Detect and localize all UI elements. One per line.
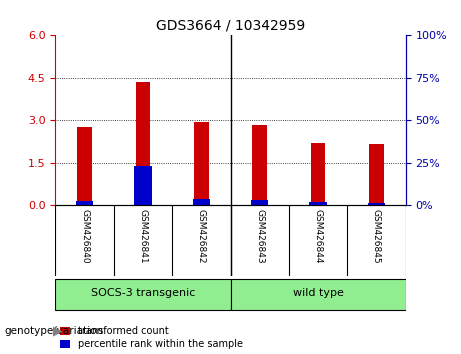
Text: genotype/variation: genotype/variation (5, 326, 104, 336)
Bar (368, 203, 385, 205)
Bar (251, 200, 268, 205)
Bar (194, 122, 208, 205)
Bar (253, 125, 267, 205)
Text: GSM426843: GSM426843 (255, 209, 264, 263)
Bar (76, 201, 93, 205)
Bar (309, 202, 327, 205)
Text: GSM426841: GSM426841 (138, 209, 148, 263)
Text: GSM426844: GSM426844 (313, 209, 323, 263)
Bar (136, 82, 150, 205)
Text: GSM426840: GSM426840 (80, 209, 89, 263)
Bar (77, 127, 92, 205)
Bar (193, 199, 210, 205)
Title: GDS3664 / 10342959: GDS3664 / 10342959 (156, 19, 305, 33)
Bar (369, 144, 384, 205)
Bar (134, 166, 152, 205)
Bar (311, 143, 325, 205)
Text: GSM426842: GSM426842 (197, 209, 206, 263)
Text: GSM426845: GSM426845 (372, 209, 381, 263)
FancyBboxPatch shape (55, 279, 230, 310)
Text: SOCS-3 transgenic: SOCS-3 transgenic (91, 288, 195, 298)
Legend: transformed count, percentile rank within the sample: transformed count, percentile rank withi… (60, 326, 242, 349)
Text: wild type: wild type (293, 288, 343, 298)
Text: ▶: ▶ (53, 324, 63, 337)
FancyBboxPatch shape (230, 279, 406, 310)
